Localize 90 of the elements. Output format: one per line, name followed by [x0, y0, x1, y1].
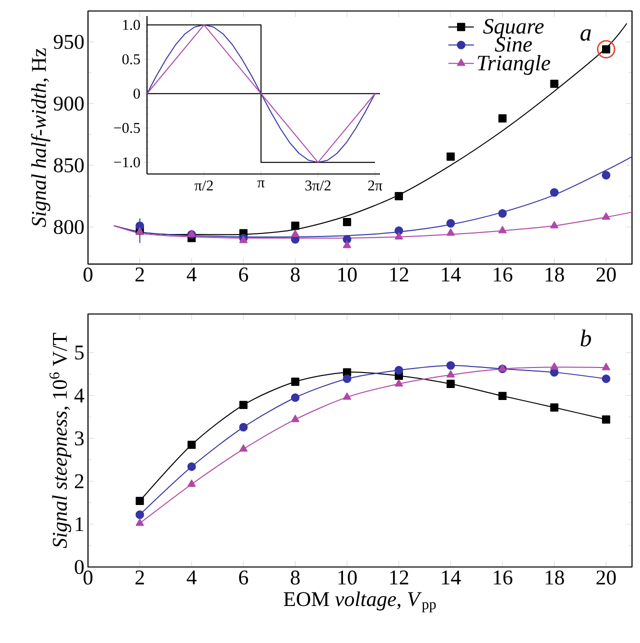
- point: [394, 226, 404, 235]
- point: [602, 374, 610, 384]
- x-tick-label: 14: [442, 570, 461, 584]
- point: [136, 510, 144, 519]
- point: [602, 212, 610, 220]
- point: [342, 240, 352, 248]
- point: [239, 422, 248, 432]
- point: [550, 403, 558, 412]
- annotation: a: [580, 29, 591, 41]
- y-tick-label: 1: [76, 517, 84, 532]
- point: [602, 170, 610, 180]
- y-tick-label: 1.0: [123, 20, 140, 30]
- legend-label: Sine: [494, 36, 532, 52]
- x-tick-label: π/2: [194, 180, 213, 191]
- point: [498, 226, 507, 234]
- y-tick-label: 800: [54, 220, 84, 234]
- point: [550, 221, 558, 228]
- y-tick-label: 900: [54, 96, 84, 111]
- point: [291, 222, 300, 230]
- point: [446, 228, 455, 236]
- point: [498, 392, 507, 400]
- x-tick-label: 10: [338, 570, 357, 585]
- legend-label: Triangle: [478, 54, 550, 75]
- point: [446, 152, 455, 161]
- x-tick-label: 14: [442, 268, 461, 282]
- x-tick-label: 20: [596, 570, 616, 585]
- point: [394, 379, 403, 386]
- point: [290, 393, 300, 402]
- x-tick-label: 12: [390, 268, 408, 282]
- y-axis-title: Signal steepness, 10$^{6}$ V/T: [50, 332, 72, 548]
- point: [498, 114, 507, 122]
- y-tick-label: 0.5: [122, 54, 140, 64]
- x-tick-label: 4: [186, 570, 197, 584]
- x-tick-label: 2π: [368, 180, 382, 191]
- point: [596, 40, 616, 58]
- point: [239, 444, 248, 452]
- point: [550, 80, 558, 88]
- x-tick-label: 12: [390, 570, 408, 584]
- point: [446, 370, 455, 378]
- point: [394, 192, 403, 200]
- y-tick-label: 0: [134, 88, 140, 99]
- annotation: b: [580, 330, 592, 346]
- y-tick-label: 0: [74, 560, 84, 574]
- point: [498, 209, 507, 218]
- x-tick-label: 4: [186, 268, 197, 282]
- y-tick-label: 4: [74, 388, 84, 402]
- point: [136, 221, 144, 230]
- point: [550, 188, 559, 197]
- point: [188, 440, 196, 449]
- legend-label: Square: [483, 18, 544, 38]
- y-axis-title: Signal half-width, Hz: [31, 48, 50, 228]
- y-tick-label: 2: [74, 474, 84, 488]
- point: [136, 496, 144, 506]
- point: [291, 414, 300, 422]
- point: [550, 362, 558, 370]
- point: [136, 518, 144, 526]
- x-tick-label: 6: [239, 570, 248, 585]
- x-tick-label: 10: [338, 268, 357, 282]
- y-tick-label: 5: [75, 346, 84, 360]
- point: [446, 361, 455, 370]
- y-tick-label: 3: [75, 431, 84, 446]
- x-tick-label: 6: [239, 268, 248, 282]
- x-tick-label: 8: [290, 570, 300, 585]
- point: [187, 480, 196, 487]
- point: [446, 219, 455, 228]
- point: [394, 232, 403, 240]
- x-tick-label: 16: [494, 570, 512, 585]
- x-tick-label: 18: [546, 570, 564, 585]
- point: [446, 380, 455, 388]
- x-tick-label: 18: [546, 268, 564, 282]
- point: [291, 378, 300, 386]
- point: [394, 366, 404, 374]
- x-axis-title: EOM voltage, V$_{pp}$: [284, 591, 436, 612]
- point: [602, 362, 610, 370]
- y-tick-label: −0.5: [114, 122, 140, 134]
- point: [342, 392, 352, 400]
- x-tick-label: 20: [596, 268, 616, 282]
- x-tick-label: 16: [494, 268, 512, 282]
- y-tick-label: 850: [54, 158, 84, 172]
- point: [239, 400, 248, 409]
- y-tick-label: 950: [54, 34, 84, 49]
- x-tick-label: π: [257, 180, 265, 188]
- x-tick-label: 8: [290, 268, 300, 282]
- point: [187, 462, 196, 471]
- point: [291, 230, 300, 237]
- point: [342, 218, 352, 226]
- point: [602, 415, 610, 424]
- x-tick-label: 3π/2: [305, 180, 331, 191]
- y-tick-label: −1.0: [114, 157, 140, 168]
- point: [342, 374, 352, 384]
